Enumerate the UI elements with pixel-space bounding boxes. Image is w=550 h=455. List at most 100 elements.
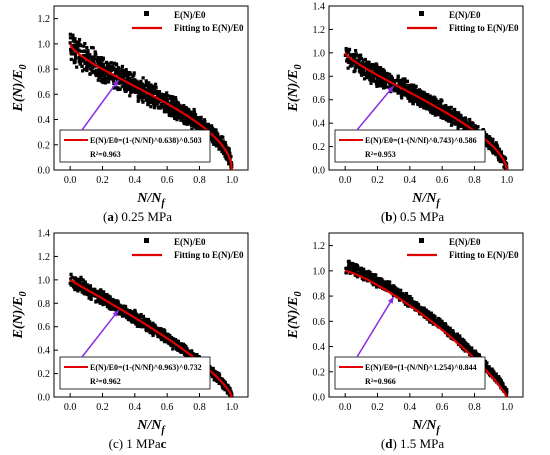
scatter-point: [375, 84, 379, 88]
scatter-point: [127, 76, 132, 80]
scatter-point: [165, 340, 169, 344]
scatter-point: [168, 105, 172, 110]
scatter-point: [98, 63, 103, 68]
scatter-point: [68, 41, 72, 45]
scatter-point: [409, 83, 413, 87]
scatter-point: [428, 100, 432, 104]
y-tick-label: 0.2: [313, 142, 326, 153]
scatter-point: [75, 44, 79, 48]
scatter-point: [69, 277, 73, 281]
scatter-point: [426, 313, 430, 317]
scatter-point: [109, 298, 114, 303]
scatter-point: [162, 340, 167, 344]
scatter-point: [133, 87, 137, 91]
scatter-point: [473, 124, 477, 128]
equation-label: E(N)/E0=(1-(N/Nf)^0.743)^0.586: [365, 136, 477, 145]
scatter-point: [78, 62, 83, 66]
annotation-arrowhead: [387, 296, 394, 304]
scatter-point: [89, 297, 93, 301]
scatter-point: [217, 375, 221, 379]
scatter-point: [84, 285, 88, 289]
x-tick-label: 1.0: [501, 402, 514, 413]
scatter-point: [418, 99, 422, 103]
scatter-point: [358, 67, 363, 72]
scatter-point: [80, 290, 84, 294]
scatter-point: [135, 79, 139, 83]
x-tick-label: 0.2: [371, 402, 384, 413]
scatter-point: [390, 287, 394, 291]
scatter-point: [360, 73, 364, 77]
scatter-point: [502, 157, 507, 161]
scatter-point: [432, 95, 436, 99]
plot-frame: [328, 232, 524, 398]
scatter-point: [359, 56, 364, 61]
scatter-point: [169, 101, 174, 105]
scatter-point: [175, 118, 179, 122]
scatter-point: [498, 155, 502, 159]
scatter-point: [225, 384, 229, 388]
scatter-point: [379, 277, 383, 281]
scatter-point: [80, 57, 84, 61]
scatter-point: [457, 111, 461, 115]
scatter-point: [223, 154, 227, 158]
scatter-point: [174, 98, 178, 102]
scatter-point: [88, 72, 93, 76]
scatter-point: [469, 348, 473, 352]
equation-box: [59, 356, 211, 390]
scatter-point: [412, 83, 416, 87]
x-tick-label: 0.4: [404, 402, 417, 413]
scatter-point: [89, 294, 93, 299]
scatter-point: [121, 69, 125, 73]
scatter-point: [106, 303, 110, 307]
scatter-point: [434, 108, 438, 113]
x-tick-label: 0.6: [436, 175, 449, 186]
scatter-point: [212, 128, 216, 132]
scatter-point: [397, 83, 401, 87]
scatter-point: [133, 320, 137, 324]
scatter-point: [186, 118, 190, 122]
scatter-point: [439, 101, 443, 105]
y-tick-label: 0.6: [313, 95, 326, 106]
scatter-point: [404, 291, 409, 296]
scatter-point: [409, 89, 413, 93]
y-tick-label: 0.6: [38, 322, 51, 333]
scatter-point: [117, 73, 121, 77]
scatter-point: [455, 338, 459, 342]
scatter-point: [467, 122, 471, 127]
scatter-point: [86, 293, 90, 297]
scatter-point: [385, 85, 390, 89]
scatter-point: [114, 69, 118, 74]
scatter-point: [413, 99, 417, 103]
scatter-point: [144, 79, 148, 83]
equation-box: [59, 129, 211, 163]
scatter-point: [97, 73, 101, 77]
scatter-point: [382, 282, 386, 286]
scatter-point: [143, 95, 147, 99]
scatter-point: [189, 113, 194, 118]
scatter-point: [176, 348, 180, 352]
x-tick-label: 1.0: [226, 175, 239, 186]
scatter-point: [71, 33, 75, 37]
scatter-point: [96, 56, 100, 60]
scatter-point: [116, 299, 120, 303]
scatter-point: [181, 108, 185, 112]
y-tick-label: 0.8: [38, 65, 51, 76]
scatter-point: [213, 138, 217, 142]
scatter-point: [214, 141, 218, 145]
scatter-point: [159, 104, 163, 108]
scatter-point: [91, 46, 95, 50]
scatter-point: [450, 329, 455, 333]
scatter-point: [392, 78, 396, 83]
scatter-point: [220, 383, 224, 387]
scatter-point: [225, 146, 229, 151]
scatter-point: [149, 105, 153, 109]
scatter-point: [90, 63, 95, 68]
scatter-point: [359, 53, 363, 57]
scatter-point: [371, 276, 375, 280]
scatter-point: [215, 144, 219, 148]
scatter-point: [388, 289, 392, 293]
scatter-point: [175, 112, 179, 116]
scatter-point: [397, 290, 401, 294]
scatter-point: [430, 317, 435, 321]
scatter-point: [469, 352, 474, 356]
